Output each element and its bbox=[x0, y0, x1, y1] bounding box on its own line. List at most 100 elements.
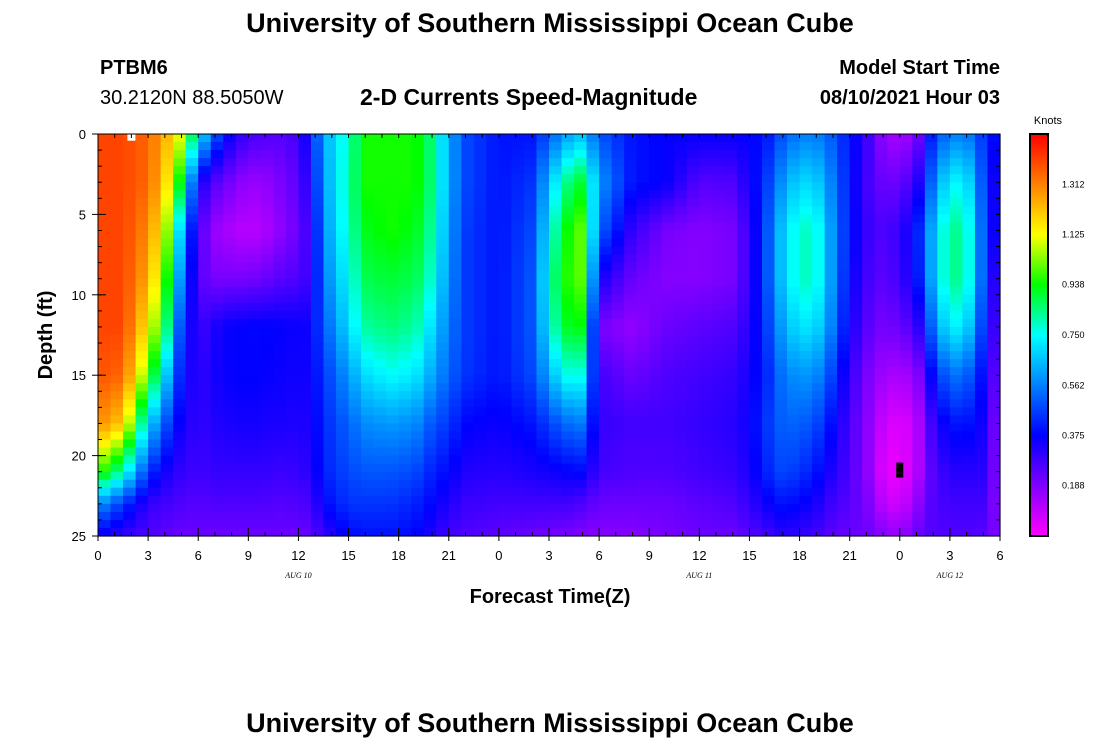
heatmap-cell bbox=[285, 326, 300, 336]
heatmap-cell bbox=[949, 190, 964, 199]
heatmap-cell bbox=[837, 326, 851, 336]
heatmap-cell bbox=[348, 310, 362, 320]
heatmap-cell bbox=[323, 310, 337, 320]
colorbar-segment bbox=[1030, 322, 1048, 326]
colorbar-segment bbox=[1030, 367, 1048, 370]
heatmap-cell bbox=[812, 310, 826, 320]
heatmap-cell bbox=[899, 463, 913, 473]
heatmap-cell bbox=[937, 326, 951, 336]
heatmap-cell bbox=[774, 222, 788, 232]
heatmap-cell bbox=[498, 238, 513, 248]
heatmap-cell bbox=[862, 503, 876, 513]
heatmap-cell bbox=[423, 375, 437, 384]
heatmap-cell bbox=[949, 278, 964, 288]
heatmap-cell bbox=[198, 222, 212, 232]
colorbar-segment bbox=[1030, 196, 1048, 199]
heatmap-cell bbox=[661, 238, 675, 248]
heatmap-cell bbox=[436, 158, 450, 167]
heatmap-cell bbox=[185, 431, 199, 441]
heatmap-cell bbox=[523, 278, 538, 288]
heatmap-cell bbox=[686, 423, 700, 433]
heatmap-cell bbox=[586, 431, 600, 441]
heatmap-cell bbox=[974, 359, 989, 368]
heatmap-cell bbox=[849, 511, 863, 521]
heatmap-cell bbox=[373, 174, 387, 183]
heatmap-cell bbox=[461, 527, 475, 537]
heatmap-cell bbox=[511, 407, 525, 416]
heatmap-cell bbox=[586, 479, 600, 489]
heatmap-cell bbox=[787, 487, 801, 497]
heatmap-cell bbox=[761, 423, 776, 433]
heatmap-cell bbox=[812, 455, 826, 465]
heatmap-cell bbox=[486, 519, 500, 529]
heatmap-cell bbox=[949, 383, 964, 392]
heatmap-cell bbox=[711, 455, 725, 465]
heatmap-cell bbox=[774, 318, 788, 328]
heatmap-cell bbox=[761, 198, 776, 207]
heatmap-cell bbox=[874, 182, 888, 191]
heatmap-cell bbox=[749, 286, 763, 296]
heatmap-cell bbox=[661, 190, 675, 199]
colorbar-segment bbox=[1030, 521, 1048, 525]
heatmap-cell bbox=[862, 455, 876, 465]
heatmap-cell bbox=[724, 302, 738, 312]
heatmap-cell bbox=[636, 383, 650, 392]
heatmap-cell bbox=[849, 246, 863, 256]
heatmap-cell bbox=[461, 495, 475, 505]
heatmap-cell bbox=[273, 174, 287, 183]
heatmap-cell bbox=[436, 487, 450, 497]
heatmap-cell bbox=[135, 286, 149, 296]
heatmap-cell bbox=[962, 455, 976, 465]
heatmap-cell bbox=[862, 270, 876, 280]
heatmap-cell bbox=[98, 343, 112, 352]
heatmap-cell bbox=[812, 383, 826, 392]
heatmap-cell bbox=[586, 262, 600, 272]
heatmap-cell bbox=[273, 238, 287, 248]
heatmap-cell bbox=[423, 447, 437, 457]
heatmap-cell bbox=[874, 471, 888, 481]
heatmap-cell bbox=[248, 190, 262, 199]
heatmap-cell bbox=[611, 343, 625, 352]
heatmap-cell bbox=[574, 270, 588, 280]
heatmap-cell bbox=[787, 134, 801, 143]
heatmap-cell bbox=[799, 182, 813, 191]
heatmap-cell bbox=[173, 246, 187, 256]
heatmap-cell bbox=[574, 351, 588, 360]
heatmap-cell bbox=[423, 294, 437, 304]
heatmap-cell bbox=[523, 407, 538, 416]
heatmap-cell bbox=[749, 166, 763, 175]
heatmap-cell bbox=[974, 495, 989, 505]
heatmap-cell bbox=[260, 519, 274, 529]
heatmap-cell bbox=[987, 359, 1001, 368]
heatmap-cell bbox=[235, 230, 249, 240]
heatmap-cell bbox=[774, 447, 788, 457]
heatmap-cell bbox=[160, 519, 174, 529]
heatmap-cell bbox=[260, 230, 274, 240]
colorbar-segment bbox=[1030, 256, 1048, 260]
heatmap-cell bbox=[837, 455, 851, 465]
heatmap-cell bbox=[198, 278, 212, 288]
heatmap-cell bbox=[448, 471, 462, 481]
heatmap-cell bbox=[348, 278, 362, 288]
heatmap-cell bbox=[235, 415, 249, 425]
heatmap-cell bbox=[98, 471, 112, 481]
heatmap-cell bbox=[912, 351, 926, 360]
heatmap-cell bbox=[774, 343, 788, 352]
heatmap-cell bbox=[248, 455, 262, 465]
heatmap-cell bbox=[411, 246, 425, 256]
heatmap-cell bbox=[223, 383, 237, 392]
heatmap-cell bbox=[373, 431, 387, 441]
heatmap-cell bbox=[123, 511, 137, 521]
heatmap-cell bbox=[674, 222, 688, 232]
heatmap-cell bbox=[448, 326, 462, 336]
heatmap-cell bbox=[298, 166, 312, 175]
heatmap-cell bbox=[173, 431, 187, 441]
heatmap-cell bbox=[887, 479, 901, 489]
heatmap-cell bbox=[473, 326, 487, 336]
heatmap-cell bbox=[260, 222, 274, 232]
heatmap-cell bbox=[536, 455, 550, 465]
heatmap-cell bbox=[949, 511, 964, 521]
heatmap-cell bbox=[649, 487, 663, 497]
heatmap-cell bbox=[323, 455, 337, 465]
heatmap-cell bbox=[586, 487, 600, 497]
